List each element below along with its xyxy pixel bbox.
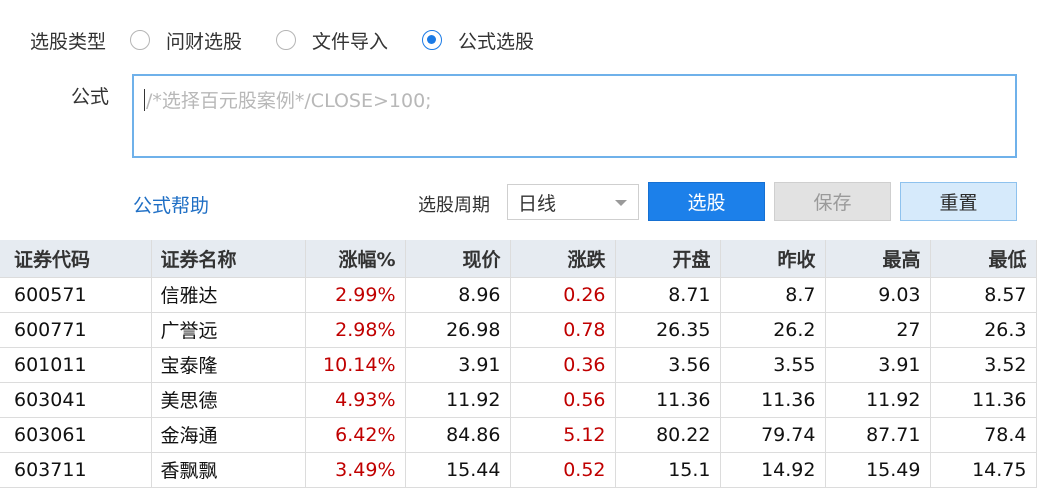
radio-label: 文件导入 <box>312 30 389 53</box>
cell-name: 宝泰隆 <box>151 347 306 383</box>
table-row[interactable]: 603041 美思德 4.93% 11.92 0.56 11.36 11.36 … <box>0 382 1037 418</box>
cell-low: 26.3 <box>930 312 1037 348</box>
cell-low: 11.36 <box>930 382 1037 418</box>
cell-price: 11.92 <box>405 382 511 418</box>
cell-change-pct: 3.49% <box>305 452 406 488</box>
table-row[interactable]: 600771 广誉远 2.98% 26.98 0.78 26.35 26.2 2… <box>0 312 1037 348</box>
cell-high: 9.03 <box>825 277 931 313</box>
cell-change-pct: 10.14% <box>305 347 406 383</box>
radio-label: 问财选股 <box>166 30 243 53</box>
formula-label: 公式 <box>71 86 110 108</box>
cell-change: 0.56 <box>510 382 616 418</box>
cell-change-pct: 6.42% <box>305 417 406 453</box>
radio-wencai[interactable]: 问财选股 <box>130 27 242 54</box>
results-table-container: 证券代码 证券名称 涨幅% 现价 涨跌 开盘 昨收 最高 最低 600571 信… <box>0 240 1044 490</box>
cell-change-pct: 4.93% <box>305 382 406 418</box>
cell-change-pct: 2.98% <box>305 312 406 348</box>
save-button[interactable]: 保存 <box>774 182 891 221</box>
selection-type-radio-group: 问财选股 文件导入 公式选股 <box>130 26 568 54</box>
table-header-row: 证券代码 证券名称 涨幅% 现价 涨跌 开盘 昨收 最高 最低 <box>0 240 1037 278</box>
cell-price: 3.91 <box>405 347 511 383</box>
radio-unchecked-icon[interactable] <box>276 30 297 50</box>
cell-change: 0.26 <box>510 277 616 313</box>
period-select[interactable]: 日线 <box>507 184 639 220</box>
cell-price: 26.98 <box>405 312 511 348</box>
cell-prev-close: 79.74 <box>720 417 826 453</box>
cell-high: 87.71 <box>825 417 931 453</box>
column-header-price[interactable]: 现价 <box>405 240 511 278</box>
cell-code: 603041 <box>0 382 152 418</box>
cell-open: 26.35 <box>615 312 721 348</box>
cell-name: 金海通 <box>151 417 306 453</box>
radio-label: 公式选股 <box>458 30 535 53</box>
table-row[interactable]: 603061 金海通 6.42% 84.86 5.12 80.22 79.74 … <box>0 417 1037 453</box>
cell-change: 0.52 <box>510 452 616 488</box>
cell-name: 香飘飘 <box>151 452 306 488</box>
reset-button[interactable]: 重置 <box>900 182 1017 221</box>
cell-price: 15.44 <box>405 452 511 488</box>
cell-name: 美思德 <box>151 382 306 418</box>
column-header-code[interactable]: 证券代码 <box>0 240 152 278</box>
cell-low: 8.57 <box>930 277 1037 313</box>
period-label: 选股周期 <box>418 195 490 216</box>
cell-low: 14.75 <box>930 452 1037 488</box>
results-table: 证券代码 证券名称 涨幅% 现价 涨跌 开盘 昨收 最高 最低 600571 信… <box>0 240 1037 488</box>
cell-code: 603061 <box>0 417 152 453</box>
cell-code: 601011 <box>0 347 152 383</box>
period-selected-value: 日线 <box>518 192 557 215</box>
cell-prev-close: 26.2 <box>720 312 826 348</box>
cell-prev-close: 14.92 <box>720 452 826 488</box>
cell-open: 15.1 <box>615 452 721 488</box>
select-stock-button[interactable]: 选股 <box>648 182 765 221</box>
cell-open: 8.71 <box>615 277 721 313</box>
column-header-name[interactable]: 证券名称 <box>151 240 306 278</box>
formula-input[interactable]: /*选择百元股案例*/CLOSE>100; <box>132 74 1017 158</box>
cell-change: 0.78 <box>510 312 616 348</box>
column-header-change-pct[interactable]: 涨幅% <box>305 240 406 278</box>
cell-prev-close: 11.36 <box>720 382 826 418</box>
table-row[interactable]: 603711 香飘飘 3.49% 15.44 0.52 15.1 14.92 1… <box>0 452 1037 488</box>
radio-file-import[interactable]: 文件导入 <box>276 27 388 54</box>
formula-help-link[interactable]: 公式帮助 <box>133 195 210 217</box>
column-header-low[interactable]: 最低 <box>930 240 1037 278</box>
cell-open: 3.56 <box>615 347 721 383</box>
cell-prev-close: 8.7 <box>720 277 826 313</box>
cell-name: 广誉远 <box>151 312 306 348</box>
column-header-open[interactable]: 开盘 <box>615 240 721 278</box>
column-header-prev-close[interactable]: 昨收 <box>720 240 826 278</box>
table-row[interactable]: 601011 宝泰隆 10.14% 3.91 0.36 3.56 3.55 3.… <box>0 347 1037 383</box>
cell-high: 11.92 <box>825 382 931 418</box>
chevron-down-icon <box>615 200 627 206</box>
radio-unchecked-icon[interactable] <box>130 30 150 50</box>
cell-code: 603711 <box>0 452 152 488</box>
column-header-high[interactable]: 最高 <box>825 240 931 278</box>
cell-code: 600771 <box>0 312 152 348</box>
cell-high: 15.49 <box>825 452 931 488</box>
cell-code: 600571 <box>0 277 152 313</box>
cell-prev-close: 3.55 <box>720 347 826 383</box>
column-header-change[interactable]: 涨跌 <box>510 240 616 278</box>
cell-low: 78.4 <box>930 417 1037 453</box>
radio-checked-icon[interactable] <box>422 30 443 50</box>
cell-open: 80.22 <box>615 417 721 453</box>
radio-formula[interactable]: 公式选股 <box>422 27 534 54</box>
cell-high: 3.91 <box>825 347 931 383</box>
cell-change-pct: 2.99% <box>305 277 406 313</box>
table-row[interactable]: 600571 信雅达 2.99% 8.96 0.26 8.71 8.7 9.03… <box>0 277 1037 313</box>
cell-change: 5.12 <box>510 417 616 453</box>
selection-type-label: 选股类型 <box>30 31 107 53</box>
cell-high: 27 <box>825 312 931 348</box>
cell-open: 11.36 <box>615 382 721 418</box>
cell-low: 3.52 <box>930 347 1037 383</box>
cell-name: 信雅达 <box>151 277 306 313</box>
cell-price: 8.96 <box>405 277 511 313</box>
cell-price: 84.86 <box>405 417 511 453</box>
formula-placeholder: /*选择百元股案例*/CLOSE>100; <box>146 90 432 112</box>
cell-change: 0.36 <box>510 347 616 383</box>
text-caret <box>144 89 145 111</box>
